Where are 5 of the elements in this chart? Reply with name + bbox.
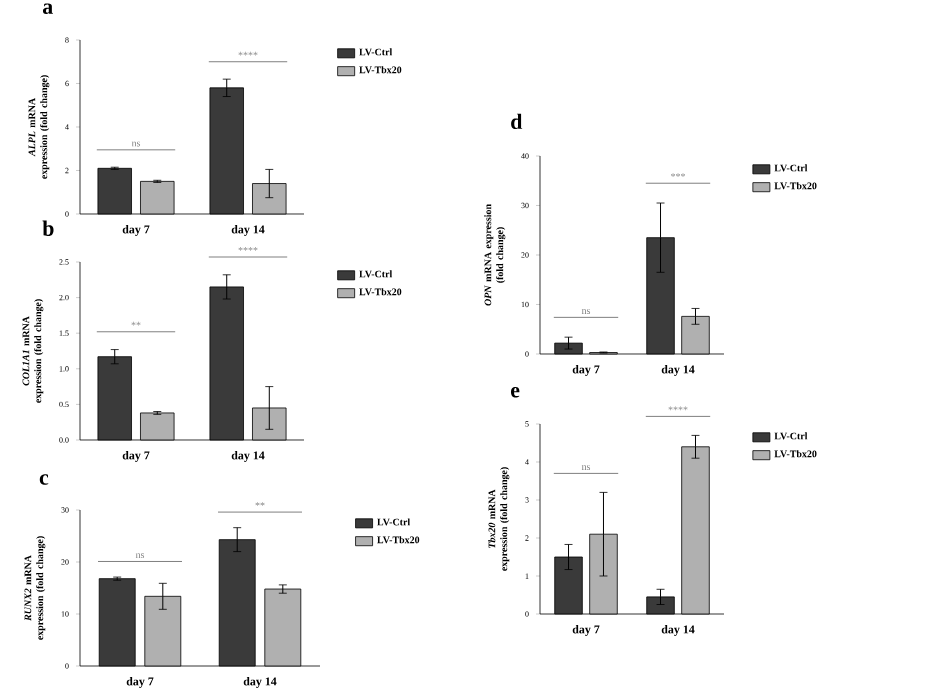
chart-title: c bbox=[39, 474, 49, 485]
chart-title: a bbox=[42, 3, 53, 15]
chart-title: e bbox=[511, 386, 520, 398]
chart-title: d bbox=[511, 113, 523, 130]
chart-title: b bbox=[42, 220, 54, 236]
